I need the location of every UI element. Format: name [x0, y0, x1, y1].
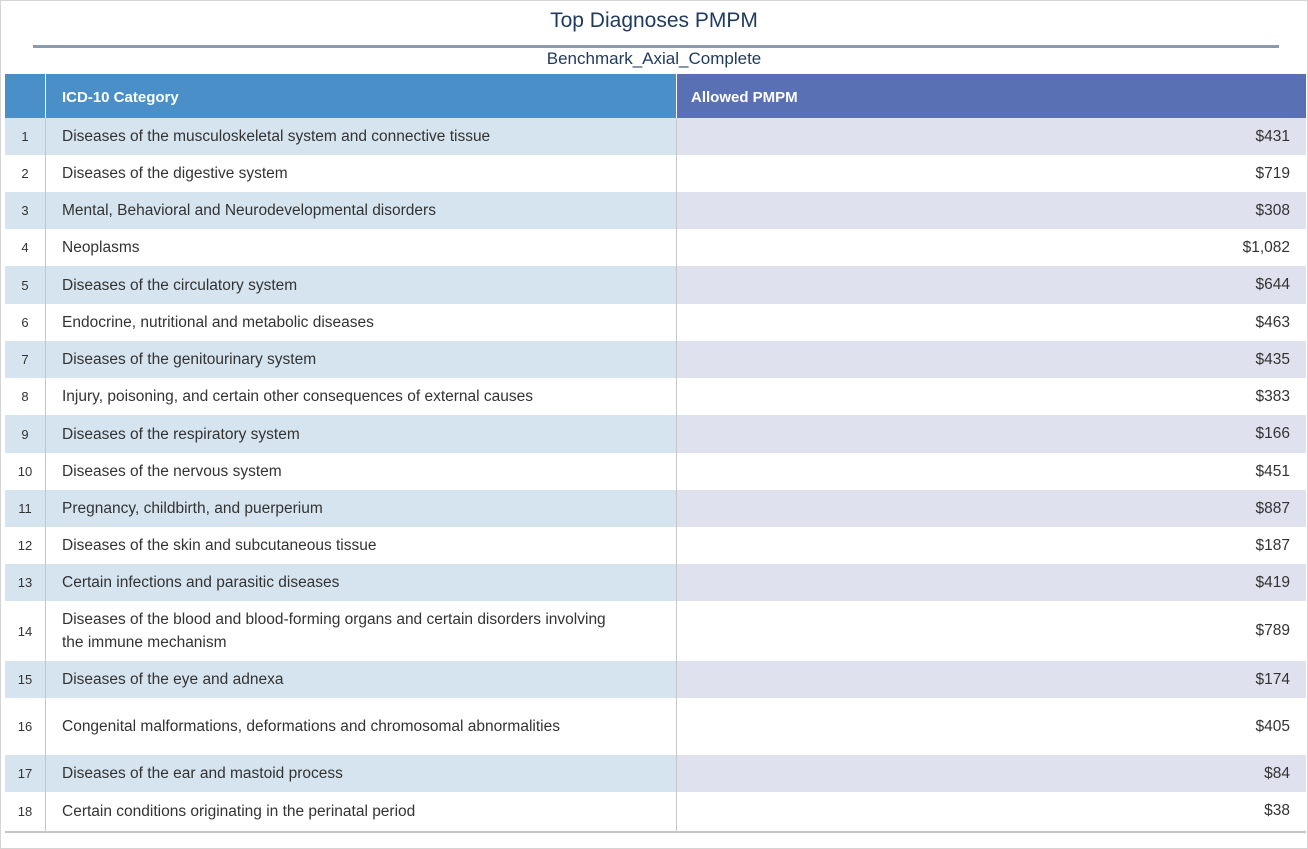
row-category: Certain infections and parasitic disease…: [46, 564, 676, 601]
table-row[interactable]: 6 Endocrine, nutritional and metabolic di…: [5, 304, 1306, 341]
row-category: Diseases of the ear and mastoid process: [46, 755, 676, 792]
row-rank: 4: [5, 229, 45, 266]
table-row[interactable]: 1 Diseases of the musculoskeletal system …: [5, 118, 1306, 155]
row-category: Diseases of the musculoskeletal system a…: [46, 118, 676, 155]
table-row[interactable]: 5 Diseases of the circulatory system $644: [5, 266, 1306, 304]
row-rank: 5: [5, 266, 45, 304]
chart-subtitle: Benchmark_Axial_Complete: [546, 49, 762, 68]
row-allowed-pmpm: $789: [677, 601, 1306, 661]
row-rank: 12: [5, 527, 45, 564]
table-row[interactable]: 8 Injury, poisoning, and certain other co…: [5, 378, 1306, 415]
row-allowed-pmpm: $1,082: [677, 229, 1306, 266]
row-allowed-pmpm: $719: [677, 155, 1306, 192]
row-allowed-pmpm: $38: [677, 792, 1306, 830]
table-row[interactable]: 14 Diseases of the blood and blood-formin…: [5, 601, 1306, 661]
header-category-cell[interactable]: ICD-10 Category: [46, 74, 676, 118]
column-divider-rank: [45, 118, 46, 832]
table-bottom-rule: [5, 831, 1306, 833]
row-rank: 11: [5, 490, 45, 527]
row-allowed-pmpm: $84: [677, 755, 1306, 792]
chart-title: Top Diagnoses PMPM: [550, 9, 758, 32]
row-category: Endocrine, nutritional and metabolic dis…: [46, 304, 676, 341]
header-rank-cell: [5, 74, 45, 118]
row-rank: 1: [5, 118, 45, 155]
row-rank: 10: [5, 453, 45, 490]
row-rank: 2: [5, 155, 45, 192]
header-category-label: ICD-10 Category: [62, 89, 179, 106]
row-category: Diseases of the skin and subcutaneous ti…: [46, 527, 676, 564]
table-row[interactable]: 7 Diseases of the genitourinary system $43…: [5, 341, 1306, 378]
table-row[interactable]: 15 Diseases of the eye and adnexa $174: [5, 661, 1306, 698]
table-row[interactable]: 4 Neoplasms $1,082: [5, 229, 1306, 266]
row-rank: 3: [5, 192, 45, 229]
row-allowed-pmpm: $308: [677, 192, 1306, 229]
row-allowed-pmpm: $463: [677, 304, 1306, 341]
row-category: Diseases of the eye and adnexa: [46, 661, 676, 698]
row-allowed-pmpm: $166: [677, 415, 1306, 453]
row-category: Diseases of the respiratory system: [46, 415, 676, 453]
row-category: Certain conditions originating in the pe…: [46, 792, 676, 830]
row-allowed-pmpm: $187: [677, 527, 1306, 564]
row-category: Congenital malformations, deformations a…: [46, 698, 676, 755]
table-row[interactable]: 12 Diseases of the skin and subcutaneous …: [5, 527, 1306, 564]
row-allowed-pmpm: $431: [677, 118, 1306, 155]
row-allowed-pmpm: $451: [677, 453, 1306, 490]
row-rank: 6: [5, 304, 45, 341]
row-category: Pregnancy, childbirth, and puerperium: [46, 490, 676, 527]
row-allowed-pmpm: $383: [677, 378, 1306, 415]
title-divider: [33, 45, 1279, 48]
row-category: Diseases of the blood and blood-forming …: [46, 601, 676, 661]
row-rank: 7: [5, 341, 45, 378]
row-category: Diseases of the digestive system: [46, 155, 676, 192]
table-row[interactable]: 13 Certain infections and parasitic disea…: [5, 564, 1306, 601]
row-category: Neoplasms: [46, 229, 676, 266]
row-category: Mental, Behavioral and Neurodevelopmenta…: [46, 192, 676, 229]
row-rank: 14: [5, 601, 45, 661]
row-rank: 16: [5, 698, 45, 755]
table-row[interactable]: 11 Pregnancy, childbirth, and puerperium $…: [5, 490, 1306, 527]
row-allowed-pmpm: $435: [677, 341, 1306, 378]
row-category: Diseases of the genitourinary system: [46, 341, 676, 378]
row-rank: 8: [5, 378, 45, 415]
header-value-label: Allowed PMPM: [691, 89, 798, 106]
header-value-cell[interactable]: Allowed PMPM: [677, 74, 1306, 118]
row-category: Injury, poisoning, and certain other con…: [46, 378, 676, 415]
row-rank: 9: [5, 415, 45, 453]
table-row[interactable]: 9 Diseases of the respiratory system $166: [5, 415, 1306, 453]
table-row[interactable]: 18 Certain conditions originating in the …: [5, 792, 1306, 830]
row-category: Diseases of the circulatory system: [46, 266, 676, 304]
row-rank: 17: [5, 755, 45, 792]
row-allowed-pmpm: $887: [677, 490, 1306, 527]
row-rank: 13: [5, 564, 45, 601]
table-row[interactable]: 3 Mental, Behavioral and Neurodevelopment…: [5, 192, 1306, 229]
row-rank: 18: [5, 792, 45, 830]
row-rank: 15: [5, 661, 45, 698]
row-allowed-pmpm: $405: [677, 698, 1306, 755]
table-row[interactable]: 16 Congenital malformations, deformations…: [5, 698, 1306, 755]
row-allowed-pmpm: $419: [677, 564, 1306, 601]
table-row[interactable]: 10 Diseases of the nervous system $451: [5, 453, 1306, 490]
column-divider-value: [676, 118, 677, 832]
row-allowed-pmpm: $174: [677, 661, 1306, 698]
row-allowed-pmpm: $644: [677, 266, 1306, 304]
table-row[interactable]: 2 Diseases of the digestive system $719: [5, 155, 1306, 192]
table-row[interactable]: 17 Diseases of the ear and mastoid proces…: [5, 755, 1306, 792]
row-category: Diseases of the nervous system: [46, 453, 676, 490]
